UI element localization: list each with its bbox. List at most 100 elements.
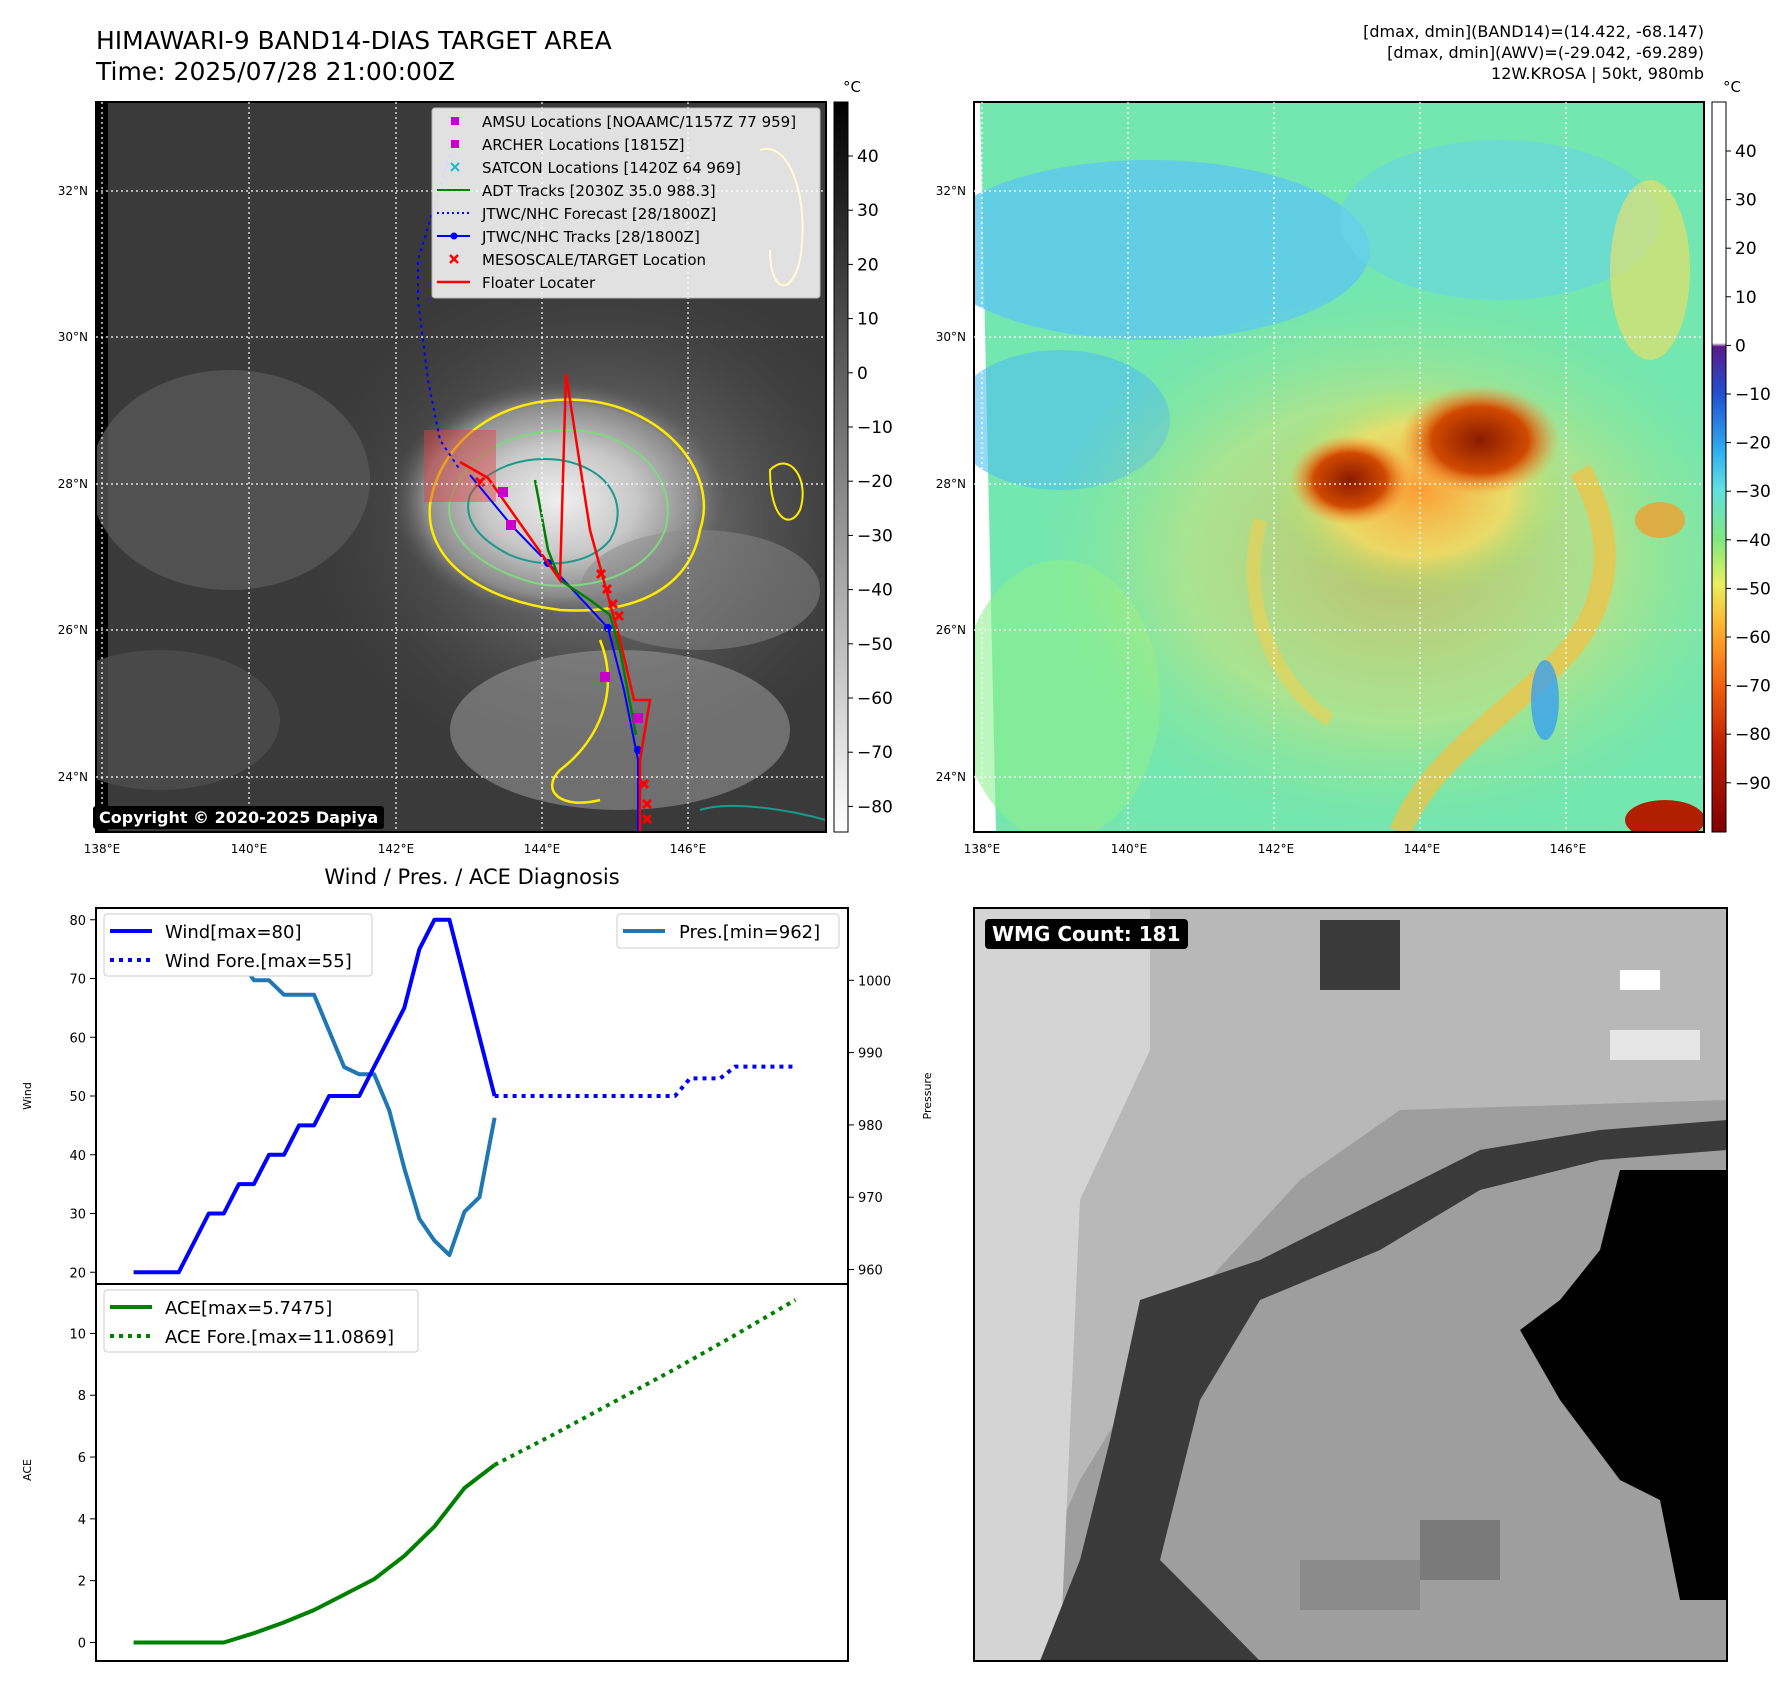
wind-tick-label: 40: [69, 1149, 86, 1164]
legend-archer: ARCHER Locations [1815Z]: [482, 136, 685, 154]
ace-axis-ticks: 0 2 4 6 8 10: [69, 1327, 96, 1651]
ace-forecast-legend-label: ACE Fore.[max=11.0869]: [165, 1327, 394, 1348]
pressure-tick-label: 960: [858, 1264, 883, 1279]
pressure-tick-label: 990: [858, 1047, 883, 1062]
wind-legend: Wind[max=80] Wind Fore.[max=55]: [103, 913, 373, 977]
ace-forecast-line: [493, 1298, 797, 1467]
awv-lon-label: 146°E: [1550, 842, 1587, 856]
awv-lon-label: 144°E: [1404, 842, 1441, 856]
legend-amsu: AMSU Locations [NOAAMC/1157Z 77 959]: [482, 113, 796, 131]
pressure-axis-label: Pressure: [921, 1072, 934, 1119]
archer-amsu-locations: [498, 487, 643, 723]
ir-lon-label: 140°E: [231, 842, 268, 856]
awv-colorbar-label: 0: [1735, 336, 1746, 356]
wmg-panel: [973, 907, 1728, 1662]
pressure-axis-ticks: 960 970 980 990 1000: [848, 974, 891, 1279]
legend-jtwc-forecast: JTWC/NHC Forecast [28/1800Z]: [481, 205, 716, 223]
wmg-imagery: [974, 908, 1727, 1661]
ir-lon-label: 138°E: [84, 842, 121, 856]
info-awv: [dmax, dmin](AWV)=(-29.042, -69.289): [1387, 43, 1704, 62]
map-tick-labels: 138°E 138°E 140°E 140°E 142°E 142°E 144°E 144°E…: [58, 184, 1587, 856]
wind-axis-label: Wind: [21, 1082, 34, 1110]
ir-colorbar-label: 30: [857, 201, 879, 221]
ir-lat-label: 30°N: [58, 330, 88, 344]
ace-tick-label: 6: [78, 1451, 86, 1466]
wind-line: [133, 917, 497, 1275]
figure-time: Time: 2025/07/28 21:00:00Z: [96, 57, 455, 86]
awv-colorbar-label: 20: [1735, 239, 1757, 259]
info-storm: 12W.KROSA | 50kt, 980mb: [1491, 64, 1704, 83]
awv-colorbar-label: −30: [1735, 482, 1771, 502]
colorbar-labels: °C 40 30 20 10 0 −10 −20 −30 −40 −50 −60 −70 −80 °C 40 3…: [843, 78, 1771, 817]
diagnosis-title: Wind / Pres. / ACE Diagnosis: [324, 865, 619, 889]
ace-series: [133, 1298, 797, 1645]
contour-teal: [467, 458, 619, 565]
ir-colorbar-label: −60: [857, 689, 893, 709]
ir-lat-label: 24°N: [58, 770, 88, 784]
ace-line: [133, 1463, 496, 1645]
ir-lat-label: 28°N: [58, 477, 88, 491]
ir-lon-label: 146°E: [670, 842, 707, 856]
wind-legend-label: Wind[max=80]: [165, 922, 302, 943]
ace-tick-label: 8: [78, 1389, 86, 1404]
awv-colorbar-label: 30: [1735, 191, 1757, 211]
awv-lon-label: 140°E: [1111, 842, 1148, 856]
ace-tick-label: 4: [78, 1513, 86, 1528]
awv-gridlines: [974, 102, 1704, 832]
wind-tick-label: 30: [69, 1208, 86, 1223]
target-box: [424, 430, 496, 502]
ir-colorbar-label: 20: [857, 255, 879, 275]
awv-colorbar-label: −70: [1735, 677, 1771, 697]
legend-adt: ADT Tracks [2030Z 35.0 988.3]: [482, 182, 716, 200]
wind-forecast-line: [494, 1064, 796, 1098]
wind-tick-label: 80: [69, 914, 86, 929]
ir-colorbar-label: −20: [857, 472, 893, 492]
awv-colorbar-label: −10: [1735, 385, 1771, 405]
awv-colorbar-label: −80: [1735, 725, 1771, 745]
awv-colorbar: [1711, 101, 1727, 833]
awv-lon-label: 142°E: [1258, 842, 1295, 856]
adt-track: [533, 479, 638, 736]
wind-tick-label: 70: [69, 973, 86, 988]
figure-title: HIMAWARI-9 BAND14-DIAS TARGET AREA: [96, 26, 612, 55]
awv-lon-label: 138°E: [964, 842, 1001, 856]
awv-colorbar-label: −40: [1735, 531, 1771, 551]
wind-tick-label: 50: [69, 1090, 86, 1105]
ir-colorbar-label: −10: [857, 418, 893, 438]
pressure-tick-label: 980: [858, 1119, 883, 1134]
wind-axis-ticks: 20 30 40 50 60 70 80: [69, 914, 96, 1281]
legend-jtwc-tracks: JTWC/NHC Tracks [28/1800Z]: [481, 228, 700, 246]
ir-colorbar-unit: °C: [843, 78, 861, 96]
ir-colorbar-label: −50: [857, 635, 893, 655]
awv-colorbar-label: −60: [1735, 628, 1771, 648]
awv-lat-label: 32°N: [936, 184, 966, 198]
awv-lat-label: 30°N: [936, 330, 966, 344]
ir-colorbar-label: 0: [857, 364, 868, 384]
ace-tick-label: 2: [78, 1575, 86, 1590]
legend-floater: Floater Locater: [482, 274, 596, 292]
awv-map-panel: [973, 101, 1705, 833]
ace-legend: ACE[max=5.7475] ACE Fore.[max=11.0869]: [103, 1289, 419, 1353]
map-legend: AMSU Locations [NOAAMC/1157Z 77 959] ARC…: [431, 107, 821, 299]
awv-lat-label: 24°N: [936, 770, 966, 784]
contour-yellow-east: [768, 462, 804, 521]
wmg-count-badge: WMG Count: 181: [985, 919, 1188, 949]
awv-colorbar-unit: °C: [1723, 78, 1741, 96]
ir-colorbar-label: 10: [857, 310, 879, 330]
awv-colorbar-label: −90: [1735, 774, 1771, 794]
info-band14: [dmax, dmin](BAND14)=(14.422, -68.147): [1363, 22, 1704, 41]
contour-yellow: [428, 398, 706, 612]
ir-lon-label: 144°E: [524, 842, 561, 856]
ir-lat-label: 32°N: [58, 184, 88, 198]
awv-colorbar-label: −50: [1735, 579, 1771, 599]
awv-lat-label: 28°N: [936, 477, 966, 491]
ace-tick-label: 0: [78, 1636, 86, 1651]
awv-lat-label: 26°N: [936, 623, 966, 637]
ir-colorbar-label: −70: [857, 743, 893, 763]
wind-forecast-legend-label: Wind Fore.[max=55]: [165, 951, 352, 972]
ir-colorbar: [833, 101, 849, 833]
contour-green: [448, 428, 669, 587]
target-markers: [474, 476, 653, 825]
